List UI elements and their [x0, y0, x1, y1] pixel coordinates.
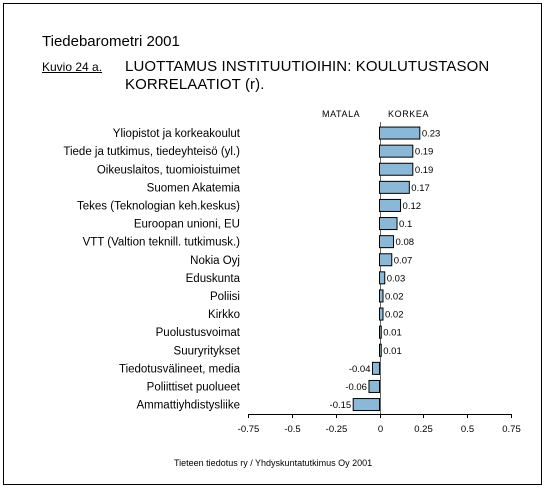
category-label: Kirkko [208, 309, 240, 321]
x-tick-label: 0 [378, 424, 383, 435]
bar [379, 271, 386, 285]
bar [379, 235, 395, 249]
category-label: Puolustusvoimat [156, 327, 241, 339]
value-label: 0.1 [399, 219, 412, 230]
bar [371, 361, 380, 375]
bar [368, 379, 381, 393]
x-tick-label: 0.25 [414, 424, 433, 435]
figure-frame [3, 3, 542, 485]
category-label: Tiedotusvälineet, media [119, 363, 241, 375]
value-label: 0.01 [383, 346, 402, 357]
category-label: Eduskunta [186, 273, 241, 285]
bar [379, 343, 382, 357]
value-label: 0.23 [422, 129, 441, 140]
value-label: 0.19 [415, 147, 434, 158]
scale-label-high: KORKEA [388, 109, 430, 119]
chart-title-line-2: KORRELAATIOT (r). [125, 76, 265, 93]
x-tick-label: -0.25 [326, 424, 348, 435]
value-label: 0.02 [385, 310, 404, 321]
x-tick-label: -0.75 [238, 424, 260, 435]
bar [352, 398, 381, 412]
bar [379, 217, 398, 231]
source-credit: Tieteen tiedotus ry / Yhdyskuntatutkimus… [174, 458, 373, 468]
value-label: -0.15 [330, 400, 352, 411]
figure-label: Kuvio 24 a. [42, 60, 103, 74]
category-label: VTT (Valtion teknill. tutkimusk.) [83, 237, 241, 249]
value-label: 0.08 [396, 237, 415, 248]
x-tick-label: 0.5 [461, 424, 474, 435]
category-label: Poliittiset puolueet [147, 381, 241, 393]
x-tick-label: 0.75 [502, 424, 521, 435]
category-label: Tekes (Teknologian keh.keskus) [77, 200, 240, 212]
chart-title-line-1: LUOTTAMUS INSTITUUTIOIHIN: KOULUTUSTASON [125, 58, 490, 75]
bar [379, 162, 414, 176]
value-label: -0.06 [345, 382, 367, 393]
bar [379, 253, 393, 267]
category-label: Nokia Oyj [190, 255, 240, 267]
bar [379, 180, 410, 194]
bar [379, 289, 384, 303]
bar [379, 307, 384, 321]
category-label: Tiede ja tutkimus, tiedeyhteisö (yl.) [63, 146, 240, 158]
bar [379, 198, 402, 212]
bar [379, 325, 382, 339]
value-label: 0.17 [411, 183, 430, 194]
category-label: Poliisi [210, 291, 240, 303]
category-label: Ammattiyhdistysliike [136, 400, 240, 412]
bar [379, 144, 414, 158]
category-label: Yliopistot ja korkeakoulut [113, 128, 241, 140]
value-label: 0.01 [383, 328, 402, 339]
bar [379, 126, 421, 140]
category-label: Suuryritykset [174, 345, 241, 357]
category-label: Suomen Akatemia [147, 182, 241, 194]
value-label: 0.07 [394, 255, 413, 266]
value-label: 0.12 [403, 201, 422, 212]
value-label: 0.02 [385, 291, 404, 302]
scale-label-low: MATALA [322, 109, 361, 119]
publication-name: Tiedebarometri 2001 [42, 33, 180, 50]
category-label: Oikeuslaitos, tuomioistuimet [97, 164, 241, 176]
value-label: 0.03 [387, 273, 406, 284]
value-label: 0.19 [415, 165, 434, 176]
category-label: Euroopan unioni, EU [134, 219, 240, 231]
x-tick-label: -0.5 [284, 424, 300, 435]
value-label: -0.04 [349, 364, 371, 375]
